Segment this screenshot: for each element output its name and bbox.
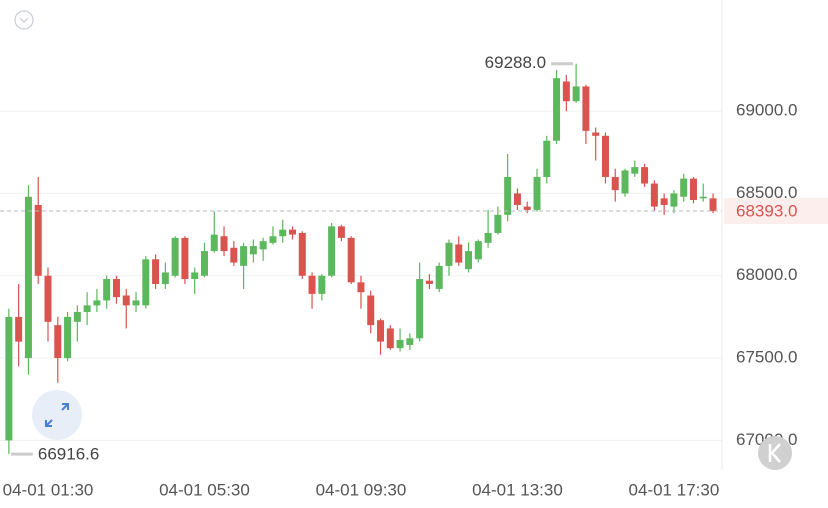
candle-body <box>220 236 228 252</box>
x-tick-label: 04-01 17:30 <box>629 480 720 499</box>
candle-body <box>269 236 277 243</box>
candle-body <box>553 78 561 141</box>
y-tick-label: 69000.0 <box>736 101 797 120</box>
candle-body <box>122 295 130 306</box>
candle-body <box>689 178 697 201</box>
candle-body <box>513 193 521 205</box>
candle-body <box>279 229 287 237</box>
candle-body <box>416 279 424 339</box>
candle-body <box>259 241 267 250</box>
candle-body <box>152 259 160 284</box>
candle-body <box>24 196 32 359</box>
y-tick-label: 68000.0 <box>736 265 797 284</box>
candle-body <box>337 226 345 238</box>
x-tick-label: 04-01 13:30 <box>472 480 563 499</box>
candle-body <box>34 204 42 276</box>
candle-body <box>103 279 111 301</box>
candle-body <box>347 237 355 283</box>
y-tick-label: 67500.0 <box>736 348 797 367</box>
candle-body <box>357 282 365 293</box>
candle-body <box>210 234 218 252</box>
candle-body <box>494 214 502 233</box>
x-tick-label: 04-01 09:30 <box>316 480 407 499</box>
candle-body <box>592 132 600 136</box>
candle-body <box>73 311 81 322</box>
high-marker-label: 69288.0 <box>485 53 546 72</box>
last-price-label: 68393.0 <box>736 202 797 221</box>
collapse-icon[interactable] <box>14 10 34 30</box>
candle-body <box>132 300 140 306</box>
logo-button[interactable] <box>758 436 792 470</box>
candle-body <box>533 176 541 210</box>
candle-body <box>308 275 316 294</box>
last-price-box <box>724 198 828 225</box>
candle-body <box>504 176 512 215</box>
candle-body <box>298 232 306 276</box>
candle-body <box>191 272 199 280</box>
candle-body <box>142 259 150 306</box>
candle-body <box>240 246 248 266</box>
candle-body <box>474 241 482 260</box>
candle-body <box>631 167 639 174</box>
candle-body <box>670 193 678 207</box>
candle-body <box>582 86 590 131</box>
candle-body <box>680 178 688 197</box>
candle-body <box>484 232 492 243</box>
candle-body <box>641 167 649 184</box>
candle-body <box>328 226 336 276</box>
candle-body <box>601 135 609 177</box>
candle-body <box>523 206 531 210</box>
candle-body <box>465 251 473 270</box>
candle-body <box>386 328 394 349</box>
candle-body <box>15 316 23 342</box>
candle-body <box>289 229 296 235</box>
candle-body <box>377 320 385 342</box>
y-tick-label: 68500.0 <box>736 183 797 202</box>
x-tick-label: 04-01 01:30 <box>3 480 94 499</box>
candle-body <box>572 86 580 102</box>
candle-body <box>181 237 189 280</box>
x-tick-label: 04-01 05:30 <box>159 480 250 499</box>
candle-body <box>455 244 463 263</box>
candle-body <box>171 237 179 276</box>
candle-body <box>200 251 208 276</box>
candle-body <box>161 272 169 284</box>
candle-body <box>699 196 707 199</box>
candle-body <box>5 316 13 441</box>
low-marker-label: 66916.6 <box>38 445 99 464</box>
expand-button[interactable] <box>32 390 82 440</box>
candle-body <box>396 339 404 349</box>
candle-body <box>445 242 453 266</box>
candle-body <box>44 275 52 322</box>
candle-body <box>650 183 658 207</box>
candle-body <box>406 338 414 345</box>
candle-body <box>367 295 375 326</box>
candle-body <box>425 280 433 284</box>
candle-body <box>709 198 717 212</box>
candle-body <box>562 81 570 102</box>
candle-body <box>543 140 551 177</box>
candle-body <box>54 325 62 359</box>
candle-body <box>112 279 120 298</box>
candle-body <box>93 300 101 306</box>
candle-body <box>621 170 629 194</box>
candle-body <box>249 246 257 255</box>
candle-body <box>230 247 238 263</box>
candle-body <box>611 176 619 191</box>
candle-body <box>435 265 443 289</box>
candle-body <box>318 275 326 294</box>
candle-body <box>64 316 72 359</box>
candle-body <box>83 305 91 312</box>
candle-body <box>660 198 668 205</box>
